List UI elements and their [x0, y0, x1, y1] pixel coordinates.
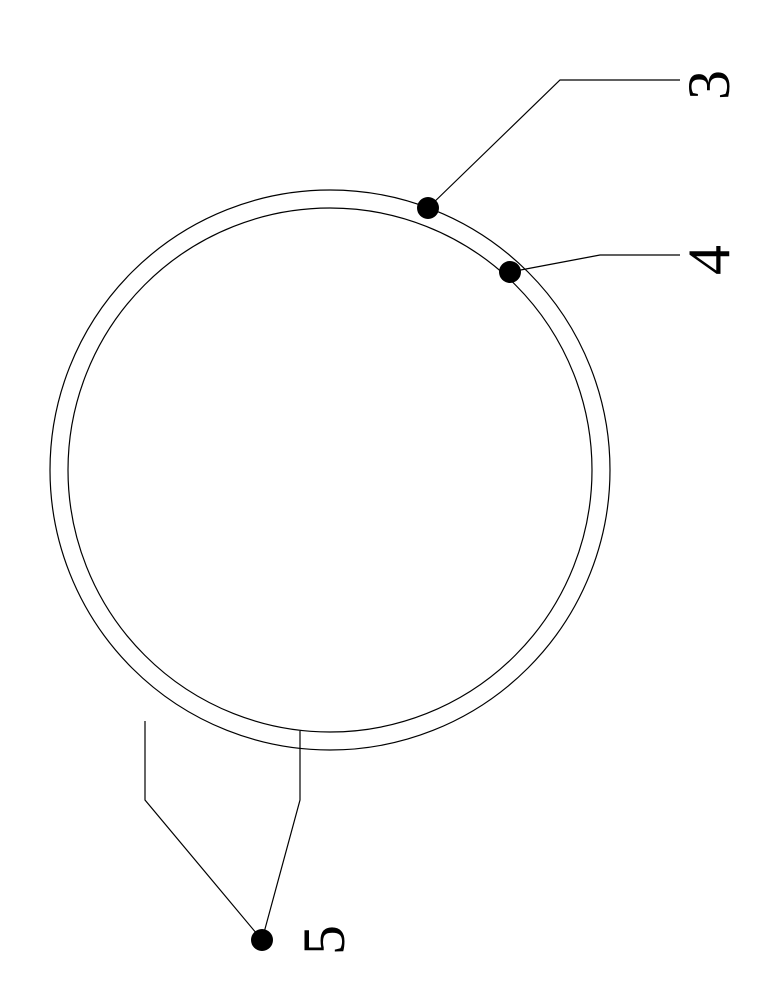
label-5: 5	[291, 925, 357, 955]
dot-5	[251, 929, 273, 951]
dot-3	[417, 197, 439, 219]
label-4: 4	[676, 245, 742, 275]
label-3: 3	[676, 70, 742, 100]
dot-4	[499, 261, 521, 283]
canvas-bg	[0, 0, 759, 1000]
